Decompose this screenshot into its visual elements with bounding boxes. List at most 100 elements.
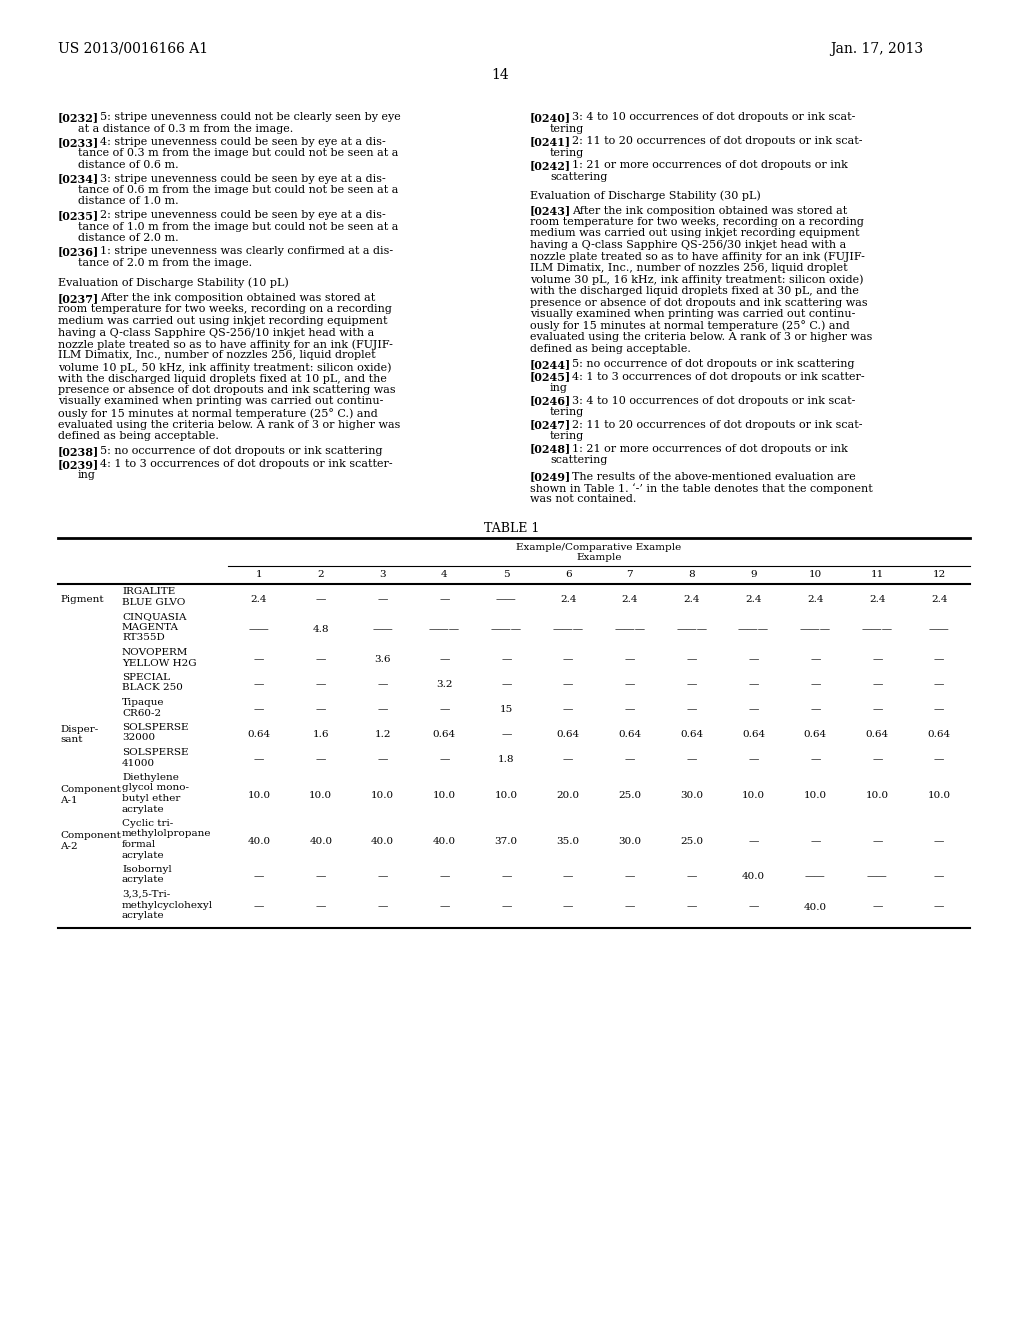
Text: acrylate: acrylate [122, 804, 165, 813]
Text: 40.0: 40.0 [742, 873, 765, 882]
Text: ———: ——— [676, 624, 708, 634]
Text: tering: tering [550, 148, 585, 157]
Text: —: — [934, 755, 944, 764]
Text: 2.4: 2.4 [807, 595, 823, 603]
Text: MAGENTA: MAGENTA [122, 623, 179, 632]
Text: —: — [563, 873, 573, 882]
Text: visually examined when printing was carried out continu-: visually examined when printing was carr… [530, 309, 855, 319]
Text: After the ink composition obtained was stored at: After the ink composition obtained was s… [572, 206, 847, 215]
Text: 2.4: 2.4 [622, 595, 638, 603]
Text: volume 10 pL, 50 kHz, ink affinity treatment: silicon oxide): volume 10 pL, 50 kHz, ink affinity treat… [58, 362, 391, 372]
Text: Example/Comparative Example: Example/Comparative Example [516, 543, 682, 552]
Text: —: — [315, 680, 326, 689]
Text: [0235]: [0235] [58, 210, 99, 220]
Text: —: — [378, 873, 388, 882]
Text: methylcyclohexyl: methylcyclohexyl [122, 900, 213, 909]
Text: —: — [563, 655, 573, 664]
Text: Tipaque: Tipaque [122, 698, 165, 708]
Text: 7: 7 [627, 570, 633, 579]
Text: —: — [934, 873, 944, 882]
Text: —: — [378, 595, 388, 603]
Text: evaluated using the criteria below. A rank of 3 or higher was: evaluated using the criteria below. A ra… [530, 333, 872, 342]
Text: 3: 4 to 10 occurrences of dot dropouts or ink scat-: 3: 4 to 10 occurrences of dot dropouts o… [572, 396, 855, 405]
Text: [0239]: [0239] [58, 459, 99, 470]
Text: —: — [810, 680, 820, 689]
Text: —: — [934, 680, 944, 689]
Text: —: — [563, 755, 573, 764]
Text: 4: stripe unevenness could be seen by eye at a dis-: 4: stripe unevenness could be seen by ey… [100, 137, 386, 147]
Text: 20.0: 20.0 [556, 791, 580, 800]
Text: Component: Component [60, 832, 121, 841]
Text: —: — [625, 705, 635, 714]
Text: [0238]: [0238] [58, 446, 99, 458]
Text: Example: Example [577, 553, 622, 562]
Text: 4: 4 [441, 570, 447, 579]
Text: IRGALITE: IRGALITE [122, 587, 175, 597]
Text: —: — [625, 680, 635, 689]
Text: [0236]: [0236] [58, 247, 99, 257]
Text: with the discharged liquid droplets fixed at 10 pL, and the: with the discharged liquid droplets fixe… [58, 374, 387, 384]
Text: —: — [254, 755, 264, 764]
Text: TABLE 1: TABLE 1 [484, 521, 540, 535]
Text: [0233]: [0233] [58, 137, 99, 148]
Text: 1.2: 1.2 [375, 730, 391, 739]
Text: The results of the above-mentioned evaluation are: The results of the above-mentioned evalu… [572, 471, 856, 482]
Text: —: — [501, 655, 511, 664]
Text: —: — [749, 705, 759, 714]
Text: 40.0: 40.0 [248, 837, 270, 846]
Text: A-2: A-2 [60, 842, 78, 851]
Text: formal: formal [122, 840, 157, 849]
Text: —: — [686, 705, 697, 714]
Text: 41000: 41000 [122, 759, 155, 767]
Text: shown in Table 1. ‘-’ in the table denotes that the component: shown in Table 1. ‘-’ in the table denot… [530, 483, 872, 494]
Text: 0.64: 0.64 [433, 730, 456, 739]
Text: —: — [378, 755, 388, 764]
Text: 3: stripe unevenness could be seen by eye at a dis-: 3: stripe unevenness could be seen by ey… [100, 173, 386, 183]
Text: ——: —— [496, 595, 517, 603]
Text: —: — [501, 730, 511, 739]
Text: —: — [378, 680, 388, 689]
Text: —: — [439, 873, 450, 882]
Text: —: — [315, 595, 326, 603]
Text: NOVOPERM: NOVOPERM [122, 648, 188, 657]
Text: —: — [439, 705, 450, 714]
Text: [0232]: [0232] [58, 112, 99, 123]
Text: 4: 1 to 3 occurrences of dot dropouts or ink scatter-: 4: 1 to 3 occurrences of dot dropouts or… [100, 459, 392, 469]
Text: ing: ing [78, 470, 96, 480]
Text: [0249]: [0249] [530, 471, 571, 483]
Text: 0.64: 0.64 [804, 730, 827, 739]
Text: acrylate: acrylate [122, 875, 165, 884]
Text: —: — [686, 873, 697, 882]
Text: ———: ——— [429, 624, 460, 634]
Text: 3.6: 3.6 [375, 655, 391, 664]
Text: ———: ——— [738, 624, 769, 634]
Text: 0.64: 0.64 [865, 730, 889, 739]
Text: 1: 1 [256, 570, 262, 579]
Text: 0.64: 0.64 [928, 730, 950, 739]
Text: —: — [810, 705, 820, 714]
Text: 40.0: 40.0 [433, 837, 456, 846]
Text: —: — [872, 903, 883, 912]
Text: distance of 1.0 m.: distance of 1.0 m. [78, 197, 178, 206]
Text: tering: tering [550, 124, 585, 133]
Text: BLUE GLVO: BLUE GLVO [122, 598, 185, 607]
Text: 30.0: 30.0 [618, 837, 641, 846]
Text: —: — [378, 903, 388, 912]
Text: presence or absence of dot dropouts and ink scattering was: presence or absence of dot dropouts and … [58, 385, 395, 395]
Text: —: — [254, 655, 264, 664]
Text: Evaluation of Discharge Stability (10 pL): Evaluation of Discharge Stability (10 pL… [58, 277, 289, 288]
Text: with the discharged liquid droplets fixed at 30 pL, and the: with the discharged liquid droplets fixe… [530, 286, 859, 296]
Text: 10.0: 10.0 [865, 791, 889, 800]
Text: —: — [501, 903, 511, 912]
Text: —: — [686, 755, 697, 764]
Text: scattering: scattering [550, 172, 607, 181]
Text: —: — [501, 680, 511, 689]
Text: —: — [254, 705, 264, 714]
Text: 2.4: 2.4 [251, 595, 267, 603]
Text: 40.0: 40.0 [371, 837, 394, 846]
Text: Component: Component [60, 785, 121, 795]
Text: 3: 4 to 10 occurrences of dot dropouts or ink scat-: 3: 4 to 10 occurrences of dot dropouts o… [572, 112, 855, 121]
Text: US 2013/0016166 A1: US 2013/0016166 A1 [58, 42, 208, 55]
Text: ously for 15 minutes at normal temperature (25° C.) and: ously for 15 minutes at normal temperatu… [58, 408, 378, 418]
Text: —: — [749, 837, 759, 846]
